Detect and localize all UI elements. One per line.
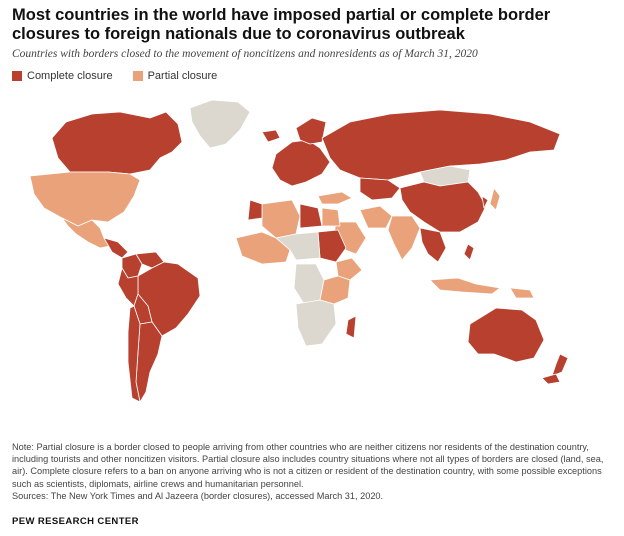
region-madagascar — [345, 315, 357, 339]
region-southern-africa — [295, 299, 337, 347]
region-chad-niger — [275, 231, 321, 261]
region-scandinavia — [295, 117, 327, 145]
region-algeria — [261, 199, 301, 239]
region-southeast-asia — [419, 227, 447, 263]
region-central-america — [103, 237, 129, 259]
legend-label-complete: Complete closure — [27, 70, 113, 82]
region-korea — [481, 195, 489, 209]
region-iran — [359, 205, 393, 229]
legend-swatch-complete — [12, 71, 22, 81]
region-russia — [321, 109, 561, 181]
region-china — [399, 181, 487, 233]
region-australia — [467, 307, 545, 363]
region-united-states — [29, 171, 141, 227]
region-kazakhstan — [359, 177, 401, 201]
region-iceland — [261, 129, 281, 143]
region-japan — [489, 187, 501, 211]
region-libya — [299, 203, 323, 229]
sources-text: Sources: The New York Times and Al Jazee… — [12, 490, 384, 501]
region-mexico — [61, 217, 111, 249]
legend-item-complete: Complete closure — [12, 70, 113, 82]
chart-subtitle: Countries with borders closed to the mov… — [12, 48, 478, 60]
region-new-zealand — [551, 353, 569, 377]
region-argentina — [135, 321, 163, 403]
region-chile — [127, 305, 141, 403]
legend-swatch-partial — [132, 71, 143, 81]
region-morocco — [247, 199, 263, 221]
region-egypt — [321, 207, 341, 227]
region-papua-new-guinea — [509, 287, 535, 299]
region-west-africa — [235, 231, 291, 265]
region-philippines — [463, 243, 475, 261]
note-text: Note: Partial closure is a border closed… — [12, 442, 604, 489]
legend-label-partial: Partial closure — [147, 70, 218, 82]
pew-logo-text: PEW RESEARCH CENTER — [12, 516, 139, 527]
region-east-africa — [319, 275, 351, 305]
region-indonesia — [429, 277, 501, 295]
region-ethiopia — [335, 257, 363, 281]
footnote: Note: Partial closure is a border closed… — [12, 441, 612, 502]
region-turkey — [317, 191, 353, 205]
chart-title: Most countries in the world have imposed… — [12, 6, 551, 43]
region-canada — [51, 111, 183, 175]
region-dr-congo — [293, 263, 325, 305]
region-europe — [271, 139, 331, 187]
legend-item-partial: Partial closure — [132, 70, 218, 82]
region-antarctic-islands — [541, 373, 561, 385]
region-india — [387, 215, 421, 261]
world-map — [29, 99, 569, 403]
region-greenland — [189, 99, 251, 149]
legend: Complete closure Partial closure — [12, 68, 217, 84]
